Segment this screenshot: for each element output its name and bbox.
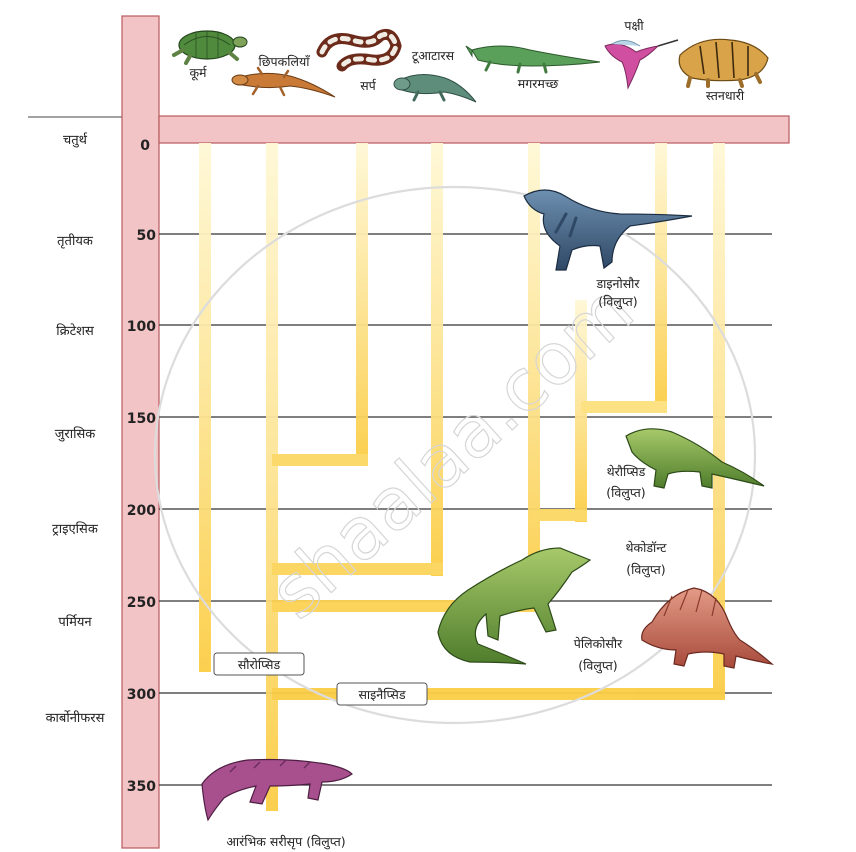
label-bird: पक्षी (624, 18, 644, 33)
branch-snake (356, 143, 368, 465)
tick-label: 150 (127, 411, 156, 427)
era-jurassic: जुरासिक (55, 426, 96, 442)
label-dinosaur-extinct: (विलुप्त) (598, 294, 637, 310)
label-therapsid: थेरौप्सिड (607, 464, 646, 479)
label-thecodont-extinct: (विलुप्त) (626, 562, 665, 578)
tick-label: 300 (127, 687, 156, 703)
branch-tuatara (431, 143, 443, 576)
synapsid-box (336, 682, 428, 706)
label-turtle: कूर्म (189, 65, 207, 81)
era-tertiary: तृतीयक (57, 233, 94, 249)
turtle-illustration (172, 30, 248, 65)
label-dinosaur: डाइनोसौर (595, 276, 640, 291)
connector-tuatara (272, 563, 443, 575)
tick-label: 50 (137, 228, 157, 244)
label-pelycosaur-extinct: (विलुप्त) (578, 658, 617, 674)
connector-bird (581, 401, 667, 413)
time-axis-band (121, 15, 160, 849)
label-therapsid-extinct: (विलुप्त) (606, 485, 645, 501)
label-crocodile: मगरमच्छ (518, 76, 559, 91)
label-thecodont: थेकोडॉन्ट (626, 540, 668, 555)
dinosaur-illustration (523, 189, 693, 271)
label-tuatara: टूआटारस (412, 48, 455, 64)
label-sauropsid: सौरोप्सिड (238, 657, 281, 672)
label-pelycosaur: पेलिकोसौर (574, 636, 623, 651)
label-snake: सर्प (360, 78, 377, 93)
watermark-text: shaalaa.com (254, 267, 649, 635)
thecodont-illustration (437, 547, 592, 665)
mammal-illustration (678, 38, 769, 88)
connector-snake (272, 454, 368, 466)
connector-dinosaur (534, 509, 587, 521)
era-quaternary: चतुर्थ (63, 132, 88, 148)
branch-turtle (199, 143, 211, 672)
tick-label: 0 (140, 138, 150, 154)
label-mammal: स्तनधारी (706, 88, 745, 103)
tick-label: 250 (127, 595, 156, 611)
branch-bird (655, 143, 667, 411)
branch-lizard (266, 143, 278, 811)
era-triassic: ट्राइएसिक (52, 521, 99, 537)
tuatara-illustration (393, 74, 477, 103)
therapsid-illustration (625, 428, 765, 489)
snake-illustration (316, 28, 402, 72)
era-cretaceous: क्रिटेशस (56, 323, 94, 339)
label-lizard: छिपकलियाँ (259, 54, 311, 69)
era-labels: चतुर्थ तृतीयक क्रिटेशस जुरासिक ट्राइएसिक… (46, 132, 105, 726)
watermark-ring (153, 185, 757, 725)
era-permian: पर्मियन (58, 614, 92, 630)
tick-label: 350 (127, 779, 156, 795)
bird-illustration (604, 39, 679, 90)
label-synapsid: साइनैप्सिड (358, 687, 405, 702)
sauropsid-box (213, 652, 305, 676)
time-grid (159, 233, 772, 786)
lizard-illustration (231, 66, 336, 98)
pelycosaur-illustration (641, 587, 775, 669)
branch-mammal (713, 143, 725, 700)
quaternary-band (158, 115, 790, 144)
tick-label: 100 (127, 319, 156, 335)
crocodile-illustration (465, 45, 601, 74)
branch-crocodile (528, 143, 540, 610)
early-reptile-illustration (201, 758, 353, 822)
era-carboniferous: कार्बोनीफरस (46, 710, 105, 726)
label-ancestor: आरंभिक सरीसृप (विलुप्त) (226, 834, 345, 850)
time-ticks: 0 50 100 150 200 250 300 350 (127, 138, 156, 795)
tick-label: 200 (127, 503, 156, 519)
